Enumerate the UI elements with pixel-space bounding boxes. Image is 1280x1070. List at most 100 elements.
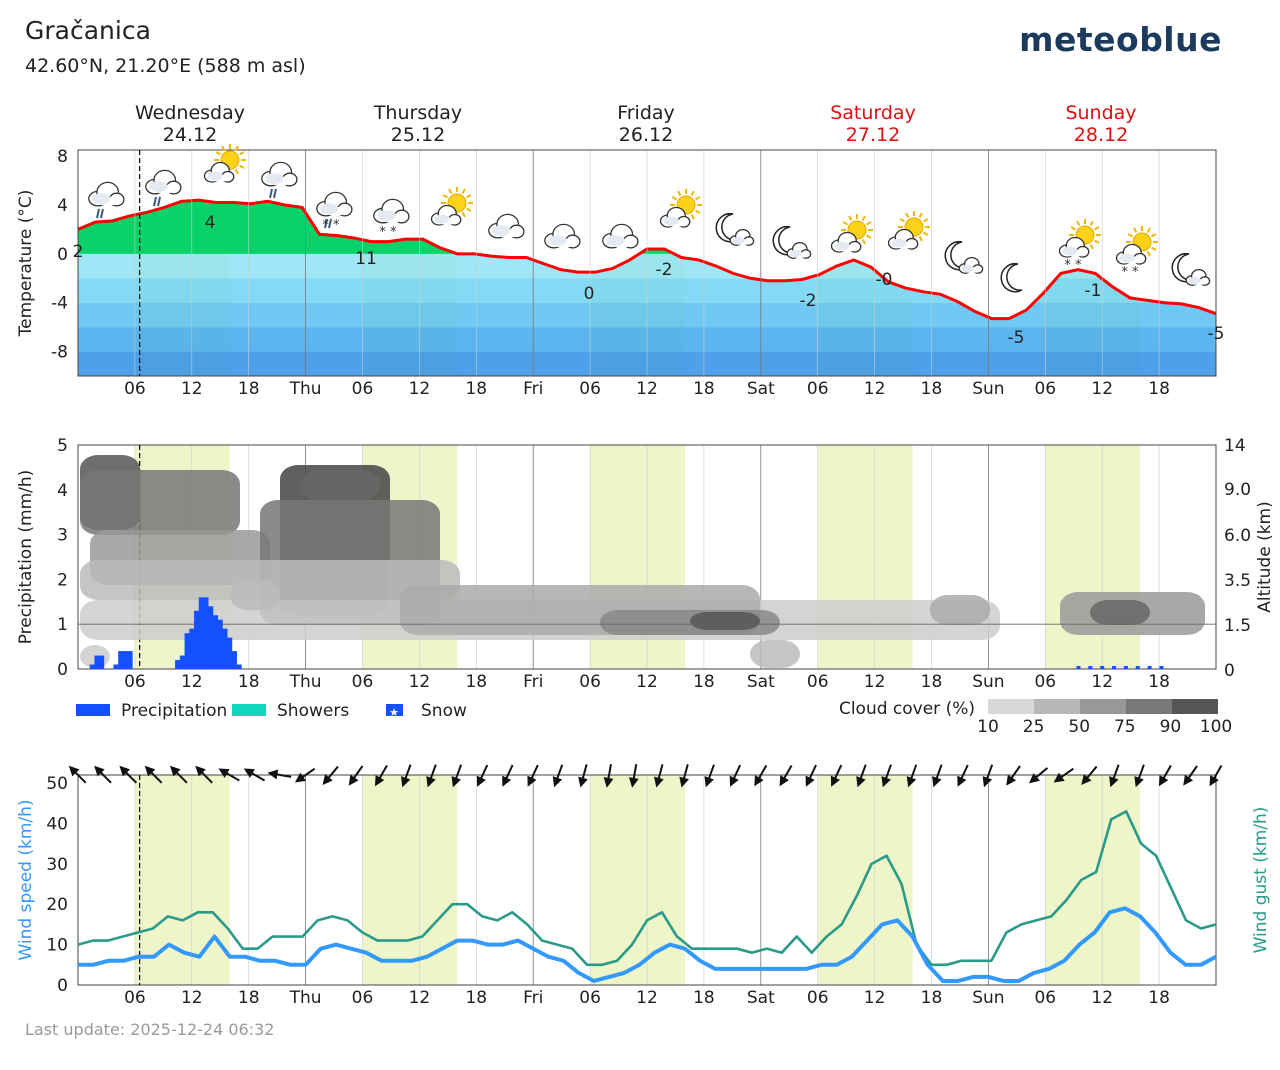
arrow-head bbox=[552, 776, 563, 788]
wind-direction-arrow bbox=[94, 765, 112, 784]
x-tick-label: Sun bbox=[972, 988, 1004, 1008]
x-tick-label: 18 bbox=[238, 379, 260, 399]
wind-direction-arrow bbox=[957, 764, 969, 787]
arrow-head bbox=[628, 777, 639, 788]
arrow-head bbox=[267, 769, 279, 780]
x-tick-label: 18 bbox=[921, 988, 943, 1008]
panel-frame bbox=[77, 444, 1217, 670]
arrow-head bbox=[1209, 775, 1219, 787]
cloud-shade bbox=[1062, 246, 1078, 256]
sun-cloud-icon bbox=[430, 187, 473, 226]
rain-cloud-icon bbox=[88, 181, 125, 219]
sun-ray bbox=[1127, 233, 1133, 238]
arrow-head bbox=[679, 776, 689, 788]
altitude-tick-label: 1.5 bbox=[1224, 616, 1251, 636]
sun-ray bbox=[695, 209, 701, 214]
arrow-head bbox=[805, 775, 815, 787]
x-tick-label: 06 bbox=[579, 672, 601, 692]
sun-ray bbox=[918, 236, 923, 242]
x-tick-label: Sat bbox=[747, 988, 775, 1008]
x-tick-label: 18 bbox=[921, 672, 943, 692]
precipitation-bar bbox=[122, 651, 128, 669]
sun-ray bbox=[1076, 220, 1081, 226]
cloud-shade bbox=[207, 171, 223, 181]
temperature-value-label: -5 bbox=[1208, 324, 1225, 344]
x-tick-label: 06 bbox=[352, 988, 374, 1008]
sun-ray bbox=[866, 221, 872, 226]
precipitation-tick-label: 2 bbox=[57, 570, 68, 590]
x-tick-label: 12 bbox=[864, 672, 886, 692]
arrow-head bbox=[1158, 775, 1169, 787]
cloud-cover-area bbox=[80, 470, 240, 535]
precipitation-bar bbox=[203, 597, 209, 669]
arrow-head bbox=[906, 776, 917, 788]
x-tick-label: Fri bbox=[523, 379, 543, 399]
wind-direction-arrow bbox=[906, 764, 918, 788]
wind-tick-label: 10 bbox=[46, 936, 68, 956]
cloud-legend-swatch bbox=[1126, 699, 1172, 714]
wind-direction-arrow bbox=[1053, 767, 1074, 783]
arrow-head bbox=[426, 776, 436, 788]
sun-snow-cloud-icon: * * bbox=[1115, 226, 1158, 280]
snow-bar bbox=[1123, 666, 1128, 669]
x-tick-label: 12 bbox=[409, 672, 431, 692]
cloud-cover-area bbox=[80, 560, 460, 600]
x-tick-label: 06 bbox=[1034, 988, 1056, 1008]
arrow-head bbox=[654, 776, 664, 788]
wind-gust-axis-label: Wind gust (km/h) bbox=[1251, 807, 1271, 954]
location-title: Gračanica bbox=[25, 16, 151, 45]
arrow-head bbox=[1183, 774, 1194, 786]
sun-ray bbox=[848, 215, 853, 221]
cloud-shade bbox=[149, 181, 168, 193]
x-tick-label: Sun bbox=[972, 672, 1004, 692]
wind-direction-arrow bbox=[451, 764, 463, 788]
arrow-head bbox=[754, 775, 764, 787]
rain-drop bbox=[273, 188, 277, 199]
precipitation-bar bbox=[194, 610, 200, 669]
temperature-tick-label: -8 bbox=[51, 343, 68, 363]
sun-ray bbox=[899, 218, 905, 223]
day-name: Wednesday bbox=[135, 102, 245, 124]
wind-direction-arrow bbox=[294, 767, 316, 783]
arrow-head bbox=[401, 776, 411, 788]
x-tick-label: Thu bbox=[289, 379, 322, 399]
x-tick-label: 12 bbox=[864, 988, 886, 1008]
x-tick-label: 18 bbox=[921, 379, 943, 399]
altitude-tick-label: 0 bbox=[1224, 661, 1235, 681]
arrow-head bbox=[830, 775, 840, 787]
x-tick-label: 12 bbox=[636, 672, 658, 692]
x-tick-label: 18 bbox=[238, 988, 260, 1008]
cloud-shade bbox=[548, 235, 567, 247]
x-tick-label: 12 bbox=[1091, 379, 1113, 399]
temperature-value-label: 0 bbox=[584, 284, 595, 304]
x-tick-label: 12 bbox=[181, 988, 203, 1008]
cloud-legend-level: 100 bbox=[1200, 717, 1232, 737]
wind-speed-line bbox=[78, 906, 1217, 983]
temperature-value-label: -1 bbox=[1085, 281, 1102, 301]
brand-logo[interactable]: meteoblue bbox=[1019, 20, 1222, 59]
snow-flakes: * * bbox=[1064, 258, 1082, 273]
cloud-shade bbox=[663, 216, 679, 226]
x-tick-label: 18 bbox=[693, 672, 715, 692]
sun-ray bbox=[1146, 227, 1151, 233]
x-tick-label: 12 bbox=[181, 672, 203, 692]
cloud-shade bbox=[1188, 276, 1201, 284]
arrow-head bbox=[856, 776, 866, 788]
panel-frame bbox=[77, 774, 1217, 986]
legend-swatch bbox=[386, 704, 403, 716]
day-date: 28.12 bbox=[1074, 124, 1128, 146]
altitude-tick-label: 3.5 bbox=[1224, 571, 1251, 591]
x-tick-label: 12 bbox=[181, 379, 203, 399]
x-tick-label: 06 bbox=[124, 672, 146, 692]
precipitation-bar bbox=[227, 637, 233, 669]
arrow-head bbox=[348, 774, 359, 786]
sun-ray bbox=[234, 169, 239, 175]
panel-frame bbox=[77, 149, 1217, 377]
arrow-head bbox=[729, 775, 739, 787]
cloud-cover-area bbox=[1090, 600, 1150, 625]
precipitation-bar bbox=[213, 615, 219, 669]
temperature-value-label: -2 bbox=[656, 260, 673, 280]
wind-direction-arrow bbox=[476, 764, 489, 787]
temperature-axis-label: Temperature (°C) bbox=[16, 190, 36, 338]
snow-flakes: * * bbox=[1121, 265, 1139, 280]
